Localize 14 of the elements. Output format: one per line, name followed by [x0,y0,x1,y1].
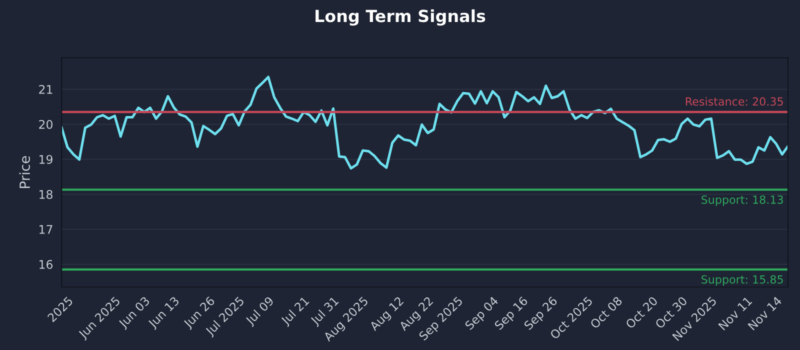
y-tick-label: 20 [39,120,52,129]
y-axis-title: Price [19,156,30,188]
y-tick-label: 17 [40,225,52,234]
y-tick-label: 19 [40,154,52,164]
ref-line-label: Resistance: 20.35 [686,97,783,106]
chart-title: Long Term Signals [316,9,486,26]
ref-line-label: Support: 18.13 [702,195,783,206]
y-tick-label: 16 [40,260,53,269]
line-series [62,76,788,170]
x-tick-label: Jul 21 [280,296,311,328]
x-tick-label: Jul 09 [244,296,276,328]
ref-line-label: Support: 15.85 [702,275,783,286]
y-tick-label: 18 [40,190,52,199]
y-tick-label: 21 [39,84,52,94]
